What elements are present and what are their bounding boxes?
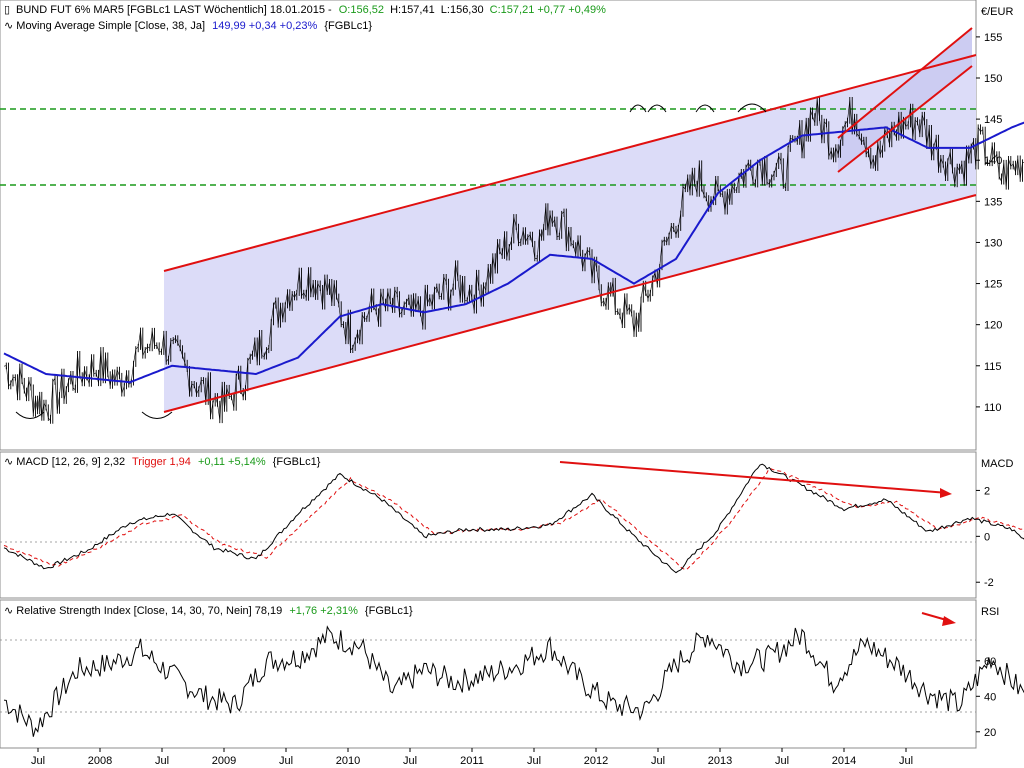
trend-channel-fill — [164, 55, 976, 412]
x-tick-label: Jul — [403, 755, 417, 767]
price-y-tick-label: 145 — [984, 114, 1002, 126]
high-value: H:157,41 — [390, 4, 435, 16]
channel-lower-line — [163, 194, 977, 413]
macd-line — [3, 463, 1024, 574]
line-icon: ∿ — [4, 605, 13, 617]
macd-series — [3, 463, 1024, 574]
rsi-panel-frame — [0, 599, 977, 749]
x-tick-label: Jul — [279, 755, 293, 767]
x-tick-label: 2010 — [336, 755, 360, 767]
x-tick-label: 2014 — [832, 755, 856, 767]
price-y-tick-label: 135 — [984, 196, 1002, 208]
top-marker — [695, 104, 715, 113]
x-tick-label: 2009 — [212, 755, 236, 767]
ma-value: 149,99 +0,34 +0,23% — [212, 20, 317, 32]
macd-y-tick-label: -2 — [984, 577, 994, 589]
price-y-tick-label: 110 — [984, 402, 1002, 414]
line-icon: ∿ — [4, 20, 13, 32]
macd-trigger-label: Trigger 1,94 — [132, 456, 191, 468]
macd-change: +0,11 +5,14% — [198, 456, 266, 468]
x-tick-label: Jul — [31, 755, 45, 767]
line-icon: ∿ — [4, 456, 13, 468]
bottom-marker — [15, 411, 45, 419]
macd-y-tick-label: 2 — [984, 485, 990, 497]
x-tick-label: Jul — [155, 755, 169, 767]
ma-label: Moving Average Simple [Close, 38, Ja] — [16, 20, 205, 32]
channel-upper-line — [163, 54, 977, 272]
x-tick-label: 2013 — [708, 755, 732, 767]
moving-average-series — [3, 121, 1024, 384]
short-channel-upper-line — [837, 27, 973, 139]
rsi-header: ∿ Relative Strength Index [Close, 14, 30… — [4, 605, 413, 617]
rsi-arrow-head — [942, 616, 956, 626]
short-channel-lower-line — [837, 65, 973, 173]
top-marker — [629, 104, 647, 113]
price-y-tick-label: 125 — [984, 279, 1002, 291]
macd-trigger-series — [3, 468, 1024, 571]
x-tick-label: 2008 — [88, 755, 112, 767]
instrument-label: BUND FUT 6% MAR5 [FGBLc1 LAST Wöchentlic… — [16, 4, 332, 16]
svg-text:∿ MACD [12, 26, 9] 2,3: ∿ MACD [12, 26, 9] 2,32 Trigger 1,94 +0,… — [4, 456, 321, 468]
macd-y-axis: -2 0 2 — [976, 485, 994, 589]
bottom-marker — [141, 411, 173, 419]
x-tick-label: Jul — [775, 755, 789, 767]
macd-trigger-line — [3, 468, 1024, 571]
rsi-change: +1,76 +2,31% — [289, 605, 358, 617]
macd-unit-label: MACD — [981, 458, 1013, 470]
svg-text:∿ Relative Strength In: ∿ Relative Strength Index [Close, 14, 30… — [4, 605, 413, 617]
rsi-y-axis: 20 40 60 — [976, 656, 996, 739]
price-close-line — [3, 99, 1024, 422]
rsi-label: Relative Strength Index [Close, 14, 30, … — [16, 605, 282, 617]
rsi-y-tick-label: 20 — [984, 727, 996, 739]
macd-header: ∿ MACD [12, 26, 9] 2,32 Trigger 1,94 +0,… — [4, 456, 321, 468]
ma-symbol: {FGBLc1} — [324, 20, 372, 32]
candle-icon: ▯ — [4, 4, 10, 16]
rsi-symbol: {FGBLc1} — [365, 605, 413, 617]
rsi-y-tick-label: 60 — [984, 656, 996, 668]
macd-label: MACD [12, 26, 9] 2,32 — [16, 456, 125, 468]
svg-text:∿ Moving Average Simpl: ∿ Moving Average Simple [Close, 38, Ja] … — [4, 20, 372, 32]
rsi-series — [3, 625, 1024, 737]
rsi-y-tick-label: 40 — [984, 691, 996, 703]
price-panel-frame — [0, 0, 977, 451]
x-tick-label: 2011 — [460, 755, 484, 767]
x-axis: Jul 2008 Jul 2009 Jul 2010 Jul 2011 Jul 2012 Jul 20… — [31, 748, 913, 767]
top-marker — [647, 104, 667, 113]
low-value: L:156,30 — [441, 4, 484, 16]
price-header: ▯ BUND FUT 6% MAR5 [FGBLc1 LAST Wöchentl… — [4, 4, 606, 32]
svg-text:BUND FUT 6% MAR5 [FGBLc1 LAST: BUND FUT 6% MAR5 [FGBLc1 LAST Wöchentlic… — [16, 4, 606, 16]
price-y-tick-label: 115 — [984, 361, 1002, 373]
x-tick-label: Jul — [651, 755, 665, 767]
close-value: C:157,21 +0,77 +0,49% — [490, 4, 606, 16]
x-tick-label: 2012 — [584, 755, 608, 767]
rsi-line — [3, 625, 1024, 737]
price-series — [3, 99, 1024, 422]
macd-divergence-arrow — [559, 461, 949, 494]
macd-panel-frame — [0, 451, 977, 599]
price-y-tick-label: 130 — [984, 237, 1002, 249]
macd-arrow-head — [940, 488, 952, 498]
price-unit-label: €/EUR — [981, 6, 1013, 18]
rsi-unit-label: RSI — [981, 606, 999, 618]
top-marker — [737, 103, 767, 113]
price-y-tick-label: 140 — [984, 155, 1002, 167]
macd-y-tick-label: 0 — [984, 531, 990, 543]
open-value: O:156,52 — [339, 4, 384, 16]
moving-average-line — [3, 121, 1024, 384]
macd-symbol: {FGBLc1} — [273, 456, 321, 468]
price-y-tick-label: 155 — [984, 32, 1002, 44]
price-y-tick-label: 150 — [984, 73, 1002, 85]
price-y-tick-label: 120 — [984, 320, 1002, 332]
x-tick-label: Jul — [527, 755, 541, 767]
x-tick-label: Jul — [899, 755, 913, 767]
price-y-axis: 110 115 120 125 130 135 140 145 150 155 — [976, 32, 1002, 414]
